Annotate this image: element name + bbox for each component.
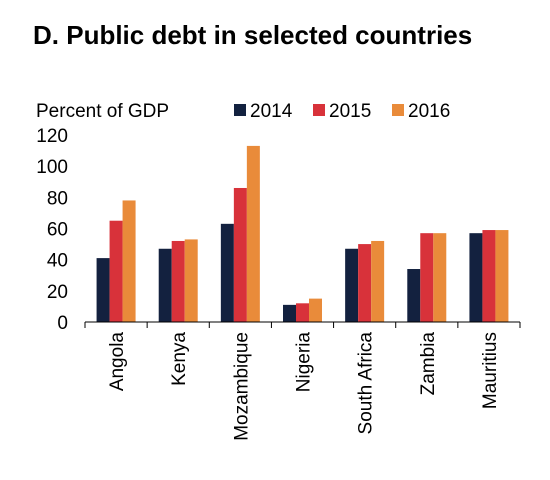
bar-zambia-2015 <box>420 233 434 322</box>
chart-title: D. Public debt in selected countries <box>33 20 473 50</box>
category-label-south-africa: South Africa <box>356 332 377 435</box>
y-tick-label: 100 <box>36 157 68 178</box>
bar-kenya-2014 <box>158 248 172 322</box>
legend-label-2016: 2016 <box>408 101 450 122</box>
x-axis <box>84 321 521 328</box>
bar-zambia-2016 <box>433 233 447 322</box>
bar-nigeria-2016 <box>309 298 322 322</box>
bar-south-africa-2015 <box>358 244 372 322</box>
category-label-zambia: Zambia <box>418 332 439 396</box>
bar-angola-2014 <box>96 258 110 322</box>
category-labels: Angola Kenya Mozambique Nigeria South Africa… <box>107 332 501 441</box>
legend: 2014 2015 2016 <box>234 101 450 122</box>
bar-south-africa-2014 <box>345 248 359 322</box>
bars <box>96 145 509 322</box>
y-tick-label: 40 <box>47 251 68 272</box>
y-tick-label: 80 <box>47 188 68 209</box>
y-tick-label: 20 <box>47 282 68 303</box>
y-axis-label: Percent of GDP <box>36 101 169 122</box>
bar-kenya-2016 <box>184 239 198 322</box>
bar-nigeria-2014 <box>283 304 296 322</box>
bar-angola-2015 <box>109 220 123 322</box>
y-tick-label: 0 <box>57 313 68 334</box>
legend-swatch-2015 <box>313 104 325 116</box>
category-label-angola: Angola <box>107 332 128 392</box>
category-label-mozambique: Mozambique <box>231 332 252 441</box>
bar-mauritius-2014 <box>469 233 483 322</box>
category-label-nigeria: Nigeria <box>294 332 315 393</box>
y-tick-label: 60 <box>47 220 68 241</box>
bar-nigeria-2015 <box>296 303 309 322</box>
category-label-mauritius: Mauritius <box>480 332 501 409</box>
legend-swatch-2014 <box>234 104 246 116</box>
legend-label-2014: 2014 <box>250 101 293 122</box>
bar-angola-2016 <box>122 200 136 322</box>
bar-mauritius-2015 <box>482 230 496 322</box>
category-label-kenya: Kenya <box>169 332 190 386</box>
bar-south-africa-2016 <box>371 240 385 322</box>
bar-mozambique-2014 <box>220 223 234 322</box>
bar-mozambique-2015 <box>233 187 247 322</box>
legend-label-2015: 2015 <box>329 101 371 122</box>
bar-zambia-2014 <box>407 269 421 322</box>
bar-mozambique-2016 <box>246 145 260 322</box>
legend-swatch-2016 <box>392 104 404 116</box>
bar-mauritius-2016 <box>495 230 509 322</box>
bar-kenya-2015 <box>171 240 185 322</box>
y-axis-ticks: 0 20 40 60 80 100 120 <box>36 126 68 334</box>
y-tick-label: 120 <box>36 126 68 147</box>
